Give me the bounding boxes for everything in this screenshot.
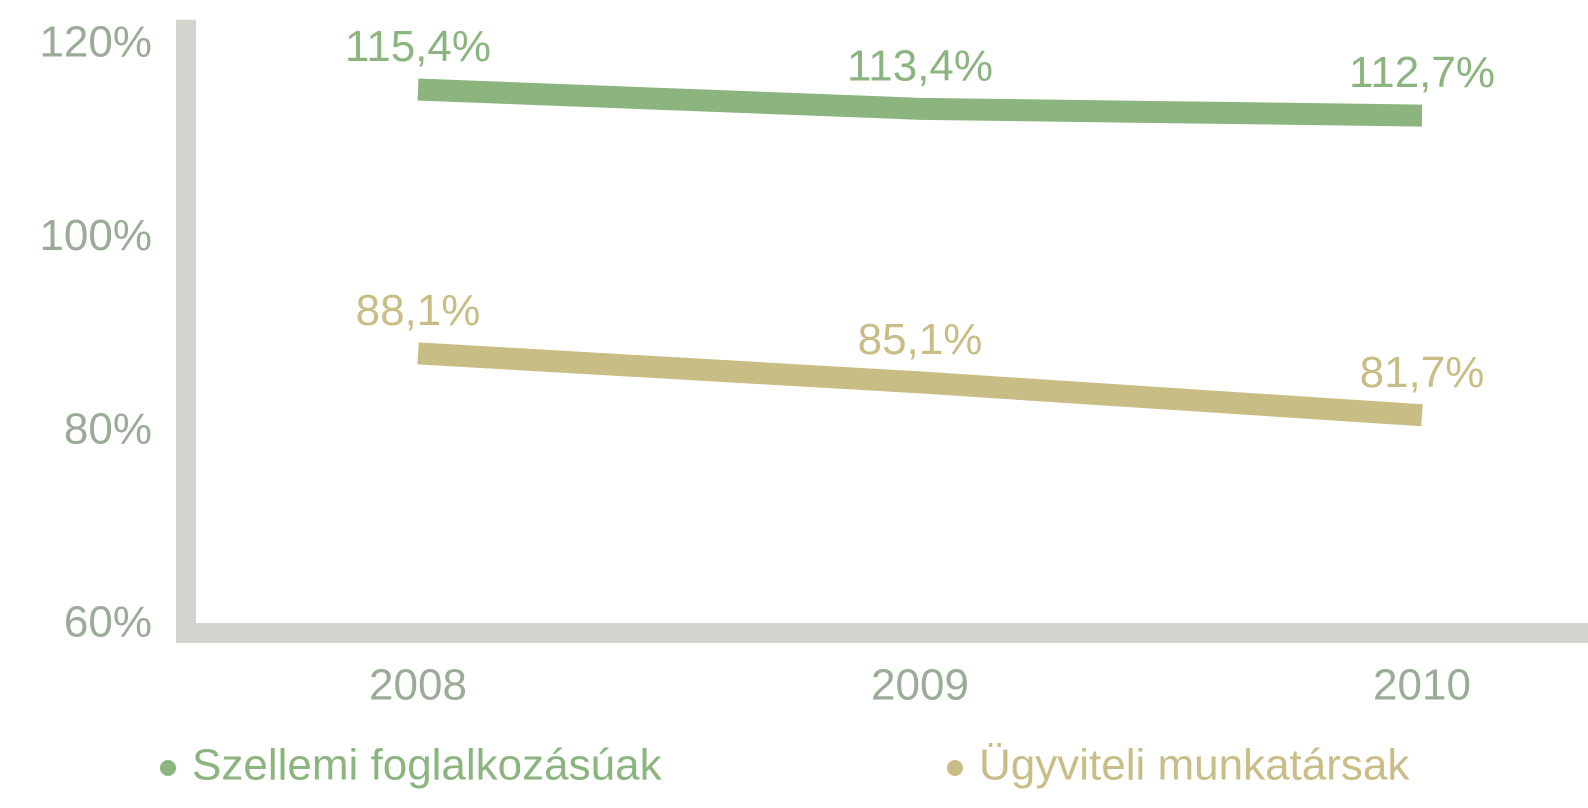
series-line xyxy=(417,342,1423,427)
data-label: 115,4% xyxy=(345,22,491,71)
x-tick-label: 2008 xyxy=(369,661,467,710)
x-tick-label: 2010 xyxy=(1373,661,1471,710)
data-label: 113,4% xyxy=(847,41,993,90)
legend-label: Ügyviteli munkatársak xyxy=(979,741,1410,790)
y-tick-label: 80% xyxy=(64,404,152,453)
y-tick-label: 120% xyxy=(39,18,152,67)
x-tick-label: 2009 xyxy=(871,661,969,710)
data-label: 81,7% xyxy=(1360,348,1485,397)
y-tick-label: 60% xyxy=(64,598,152,647)
legend-swatch xyxy=(160,760,176,776)
data-label: 85,1% xyxy=(858,315,983,364)
data-label: 88,1% xyxy=(356,286,481,335)
legend-swatch xyxy=(947,760,963,776)
series-line xyxy=(417,78,1423,127)
legend-label: Szellemi foglalkozásúak xyxy=(192,741,663,790)
y-tick-label: 100% xyxy=(39,211,152,260)
data-label: 112,7% xyxy=(1349,48,1495,97)
